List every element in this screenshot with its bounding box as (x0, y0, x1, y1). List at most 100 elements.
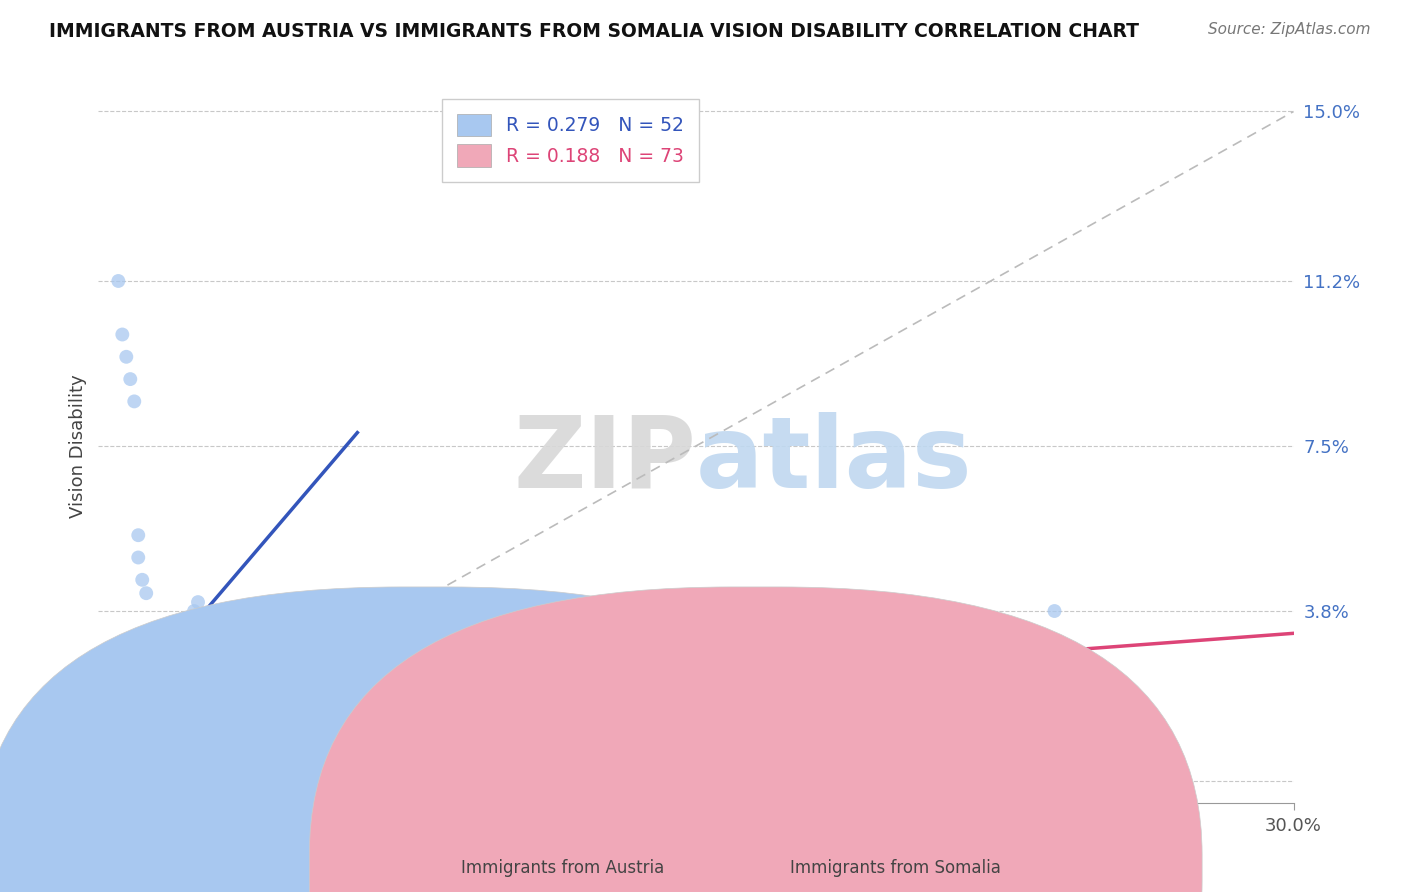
Point (107, 764, 129, 779)
Point (111, 733, 134, 747)
Point (267, 684, 290, 698)
Point (924, 635, 946, 649)
Point (124, 394, 146, 409)
Point (120, 764, 142, 779)
Point (135, 702, 157, 716)
FancyBboxPatch shape (309, 587, 1202, 892)
Point (111, 764, 134, 779)
Point (207, 631, 229, 645)
Point (226, 631, 249, 645)
Point (139, 698, 162, 712)
Point (98, 751, 122, 765)
Point (1043, 653, 1066, 667)
Point (103, 738, 125, 752)
Point (143, 693, 166, 707)
Point (366, 675, 388, 690)
Point (150, 684, 173, 698)
Point (287, 693, 309, 707)
Point (120, 372, 142, 386)
Point (111, 327, 134, 342)
Point (107, 733, 129, 747)
Point (96, 756, 118, 770)
Point (1043, 604, 1066, 618)
Point (91, 756, 114, 770)
Point (139, 698, 162, 712)
Point (163, 671, 186, 685)
Point (287, 640, 309, 654)
Point (406, 711, 429, 725)
Point (96, 760, 118, 774)
Point (115, 350, 138, 364)
FancyBboxPatch shape (0, 587, 872, 892)
Point (115, 729, 138, 743)
Point (131, 573, 153, 587)
Point (96, 760, 118, 774)
Point (115, 724, 138, 739)
Point (115, 724, 138, 739)
Point (127, 764, 149, 779)
Point (485, 720, 508, 734)
Point (526, 724, 548, 739)
Point (884, 626, 907, 640)
Point (103, 747, 125, 761)
Point (124, 715, 146, 730)
Point (107, 738, 129, 752)
Point (96, 747, 118, 761)
Point (91, 756, 114, 770)
Point (98, 756, 122, 770)
Point (159, 675, 181, 690)
Text: Source: ZipAtlas.com: Source: ZipAtlas.com (1208, 22, 1371, 37)
Point (124, 720, 146, 734)
Point (183, 604, 205, 618)
Point (135, 702, 157, 716)
Text: Immigrants from Somalia: Immigrants from Somalia (790, 859, 1001, 877)
Point (96, 747, 118, 761)
Point (963, 644, 986, 658)
Point (366, 706, 388, 721)
Point (267, 640, 290, 654)
Point (207, 617, 229, 632)
Point (219, 662, 242, 676)
Point (167, 666, 190, 681)
Legend: R = 0.279   N = 52, R = 0.188   N = 73: R = 0.279 N = 52, R = 0.188 N = 73 (443, 99, 699, 182)
Point (148, 689, 170, 703)
Point (127, 528, 149, 542)
Point (198, 640, 221, 654)
Point (226, 622, 249, 636)
Point (111, 729, 134, 743)
Point (346, 666, 368, 681)
Point (150, 684, 173, 698)
Point (174, 640, 197, 654)
Point (98, 747, 122, 761)
Point (120, 724, 142, 739)
Point (96, 756, 118, 770)
Point (127, 711, 149, 725)
Point (124, 715, 146, 730)
Point (167, 666, 190, 681)
Point (246, 662, 269, 676)
Text: ZIP: ZIP (513, 412, 696, 508)
Point (91, 760, 114, 774)
Point (103, 742, 125, 756)
Point (446, 715, 468, 730)
Point (107, 733, 129, 747)
Point (120, 720, 142, 734)
Point (127, 715, 149, 730)
Point (107, 274, 129, 288)
Point (207, 613, 229, 627)
Point (127, 711, 149, 725)
Point (107, 742, 129, 756)
Point (135, 764, 157, 779)
Point (645, 733, 668, 747)
Point (155, 680, 177, 694)
Point (107, 738, 129, 752)
Point (111, 733, 134, 747)
Text: atlas: atlas (696, 412, 973, 508)
Point (135, 586, 157, 600)
Point (127, 550, 149, 565)
Point (565, 729, 588, 743)
Point (131, 706, 153, 721)
Point (326, 657, 349, 672)
Point (103, 742, 125, 756)
Point (307, 648, 329, 663)
